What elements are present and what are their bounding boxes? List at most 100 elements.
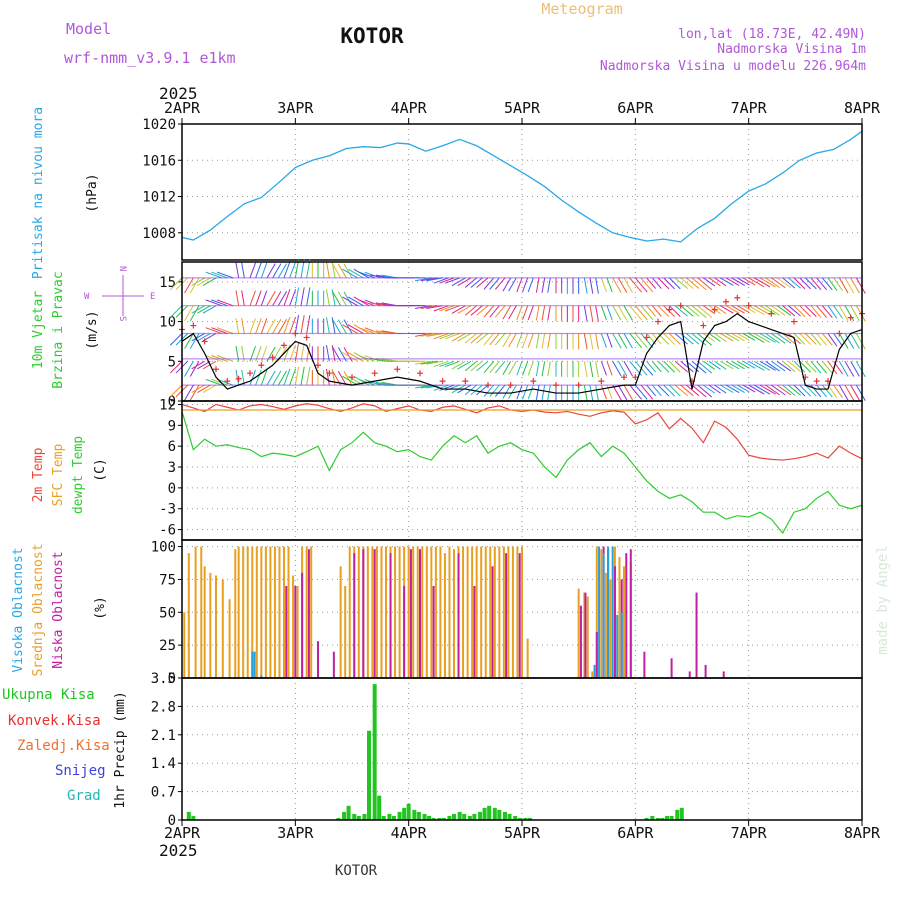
temp-ytick-label: -3 xyxy=(159,502,176,518)
wind-barb xyxy=(827,277,838,291)
wind-barb xyxy=(629,277,642,293)
wind-ytick-label: 0 xyxy=(168,394,176,410)
top-time-axis: 2APR 3APR 4APR 5APR 6APR 7APR 8APR xyxy=(164,99,881,124)
wind-barb xyxy=(827,360,838,375)
dewpt-ylabel: dewpt Temp xyxy=(71,436,86,514)
wind-barb xyxy=(516,277,523,293)
wind-barb xyxy=(838,277,849,294)
cloud-bar-mid xyxy=(471,546,474,678)
hail-label: Grad xyxy=(67,788,101,804)
wind-barb xyxy=(793,305,806,317)
wind-barb xyxy=(799,305,811,317)
wind-barb xyxy=(623,333,633,349)
cloud-bar-high xyxy=(253,651,256,678)
wind-barb xyxy=(325,289,330,306)
cloud-bar-mid xyxy=(425,546,428,678)
cloud-bar-mid xyxy=(203,566,206,678)
sfc-temp-ylabel: SFC Temp xyxy=(51,444,66,507)
wind-barb xyxy=(470,305,483,316)
wind-barb xyxy=(343,291,353,306)
temp2m-line xyxy=(181,403,863,461)
wind-barb xyxy=(759,384,776,395)
wind-gust-marker xyxy=(530,378,537,385)
wind-barb xyxy=(850,305,860,322)
wind-speed-line xyxy=(181,312,863,394)
wind-barb xyxy=(502,305,512,320)
cloud-mid-ylabel: Srednja Oblacnost xyxy=(31,543,46,676)
pressure-ytick-label: 1012 xyxy=(142,190,176,206)
wind-barb xyxy=(583,333,588,350)
wind-barb xyxy=(731,360,745,370)
wind-gust-marker xyxy=(303,334,310,341)
wind-barb xyxy=(788,277,801,289)
cloud-bar-mid xyxy=(577,588,580,678)
wind-barb xyxy=(771,384,786,396)
temp-ytick-label: 0 xyxy=(168,481,176,497)
wind-barb xyxy=(516,333,523,348)
wind-barb xyxy=(470,360,483,372)
cloud-bar-mid xyxy=(604,572,607,678)
wind-barb xyxy=(799,360,811,373)
wind-barb xyxy=(804,384,817,397)
cloud-bar-low xyxy=(353,553,356,678)
wind-barb xyxy=(527,361,534,376)
wind-barb xyxy=(342,324,358,334)
wind-barb xyxy=(606,305,613,320)
wind-barb xyxy=(782,277,796,289)
bottom-tick-label: 5APR xyxy=(504,824,541,842)
cloud-bar-mid xyxy=(448,546,451,678)
wind-barb xyxy=(714,305,727,315)
wind-gust-marker xyxy=(213,366,219,373)
precip-ytick-label: 2.1 xyxy=(151,728,176,744)
wind-barb xyxy=(260,262,268,279)
wind-gust-marker xyxy=(643,334,650,341)
cloud-bar-low xyxy=(332,651,335,678)
wind-barb xyxy=(821,384,833,398)
wind-barb xyxy=(494,360,506,374)
wind-barb xyxy=(663,277,675,290)
cloud-bar-mid xyxy=(251,546,254,678)
wind-barb xyxy=(589,333,594,350)
wind-barb xyxy=(697,360,713,374)
pressure-frame xyxy=(181,123,863,261)
cloud-bar-mid xyxy=(475,546,478,678)
wind-barb xyxy=(697,305,713,318)
cloud-bar-low xyxy=(432,586,435,678)
cloud-bar-high xyxy=(611,546,614,678)
wind-barb xyxy=(731,384,745,394)
wind-barb xyxy=(439,305,455,312)
wind-barb xyxy=(205,299,222,307)
wind-barb xyxy=(668,305,681,317)
wind-barb xyxy=(680,305,694,317)
wind-barb xyxy=(657,305,670,317)
wind-barb xyxy=(737,333,750,341)
wind-gust-marker xyxy=(745,302,752,309)
wind-barb xyxy=(640,384,654,400)
wind-barb xyxy=(535,333,540,349)
wind-barb xyxy=(838,361,849,377)
wind-barb xyxy=(612,361,622,377)
wind-barb xyxy=(332,319,342,334)
wind-barb xyxy=(804,305,817,317)
wind-barb xyxy=(483,305,495,318)
wind-barb xyxy=(260,318,268,334)
cloud-bar-mid xyxy=(394,546,397,678)
wind-barb xyxy=(337,371,347,386)
wind-barb xyxy=(833,384,843,399)
precip-ytick-label: 1.4 xyxy=(151,756,176,772)
wind-barb xyxy=(457,360,472,370)
wind-barb xyxy=(623,384,633,401)
wind-gust-marker xyxy=(462,378,469,385)
wind-barb xyxy=(821,305,833,318)
temp-unit: (C) xyxy=(93,458,108,481)
wind-ytick-label: 5 xyxy=(168,354,176,370)
wind-gust-marker xyxy=(813,378,820,385)
wind-barb xyxy=(742,384,756,393)
cloud-bar-mid xyxy=(412,546,415,678)
wind-barb xyxy=(623,305,633,321)
precip-bar xyxy=(472,813,477,820)
wind-barb xyxy=(508,305,517,320)
cloud-bar-mid xyxy=(600,549,603,678)
wind-barb xyxy=(691,333,707,346)
wind-barb xyxy=(342,268,358,279)
